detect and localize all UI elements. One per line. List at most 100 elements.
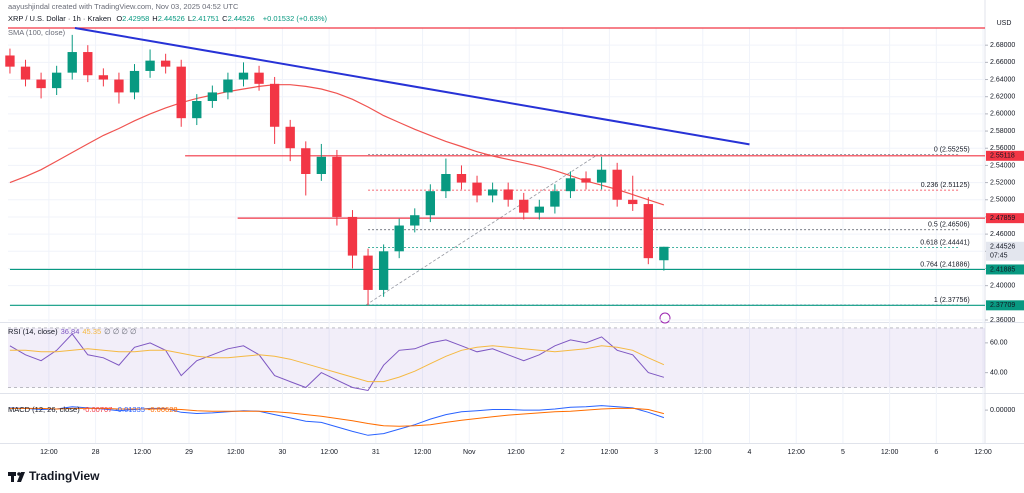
x-tick-label: 12:00 (694, 449, 712, 456)
candle-body (192, 101, 202, 119)
fib-label: 0 (2.55255) (934, 146, 970, 153)
x-tick-label: 31 (372, 449, 380, 456)
sma-line (9, 84, 665, 206)
price-label-bg (986, 300, 1024, 311)
y-tick-label: 2.46000 (990, 231, 1015, 238)
x-tick-label: 12:00 (227, 449, 245, 456)
logo-mark (11, 472, 14, 482)
x-tick-label: 12:00 (40, 449, 58, 456)
x-tick-label: 12:00 (320, 449, 338, 456)
y-tick-label: 2.66000 (990, 59, 1015, 66)
candle-body (612, 169, 622, 200)
candle-body (456, 174, 467, 183)
logo-mark (17, 472, 25, 482)
ohlc-value: 2.44526 (157, 14, 185, 23)
candle-body (628, 199, 638, 205)
fib-label: 0.764 (2.41886) (920, 261, 969, 268)
candle-body (5, 55, 15, 67)
price-label: 2.37709 (990, 302, 1015, 309)
x-tick-label: 3 (654, 449, 658, 456)
y-tick-label: 2.60000 (990, 111, 1015, 118)
series-line (9, 345, 665, 383)
event-icon (659, 312, 671, 324)
na-marks: ∅ ∅ ∅ ∅ (104, 327, 137, 336)
ohlc: O2.42958 H2.44526 L2.41751 C2.44526 (116, 14, 257, 23)
current-price-bg (986, 241, 1024, 261)
price-label-bg (986, 150, 1024, 161)
x-tick-label: 12:00 (601, 449, 619, 456)
candle-body (207, 92, 218, 101)
rsi-ma-value: 45.35 (82, 327, 102, 336)
ohlc-prefix: C (222, 14, 228, 23)
candle-body (565, 178, 576, 192)
symbol-row: XRP / U.S. Dollar · 1h · Kraken O2.42958… (8, 14, 330, 23)
candle-body (83, 52, 93, 76)
candle-body (114, 79, 124, 93)
x-tick-label: 30 (279, 449, 287, 456)
ohlc-prefix: L (187, 14, 193, 23)
price-label-bg (986, 213, 1024, 224)
y-tick-label: 2.50000 (990, 197, 1015, 204)
candle-body (643, 204, 653, 259)
candle-body (238, 72, 249, 80)
candle-body (378, 251, 389, 290)
macd-legend: MACD (12, 26, close) -0.00707 -0.01335 -0.0… (8, 405, 181, 414)
trendline (74, 27, 750, 146)
y-tick-label: 2.36000 (990, 317, 1015, 324)
candle-body (129, 70, 140, 93)
series-line (9, 333, 665, 392)
candle-body (581, 178, 591, 183)
macd-value: -0.01335 (115, 405, 145, 414)
symbol: XRP / U.S. Dollar · 1h · Kraken (8, 14, 112, 23)
x-tick-label: 29 (185, 449, 193, 456)
ohlc-value: 2.42958 (122, 14, 150, 23)
series-line (9, 407, 665, 427)
candle-body (223, 79, 233, 93)
candle-body (363, 255, 373, 290)
x-tick-label: 12:00 (134, 449, 152, 456)
x-tick-label: 28 (92, 449, 100, 456)
candle-body (176, 66, 186, 119)
series-line (9, 405, 665, 436)
x-tick-label: 12:00 (414, 449, 432, 456)
current-price: 2.44526 (990, 244, 1015, 251)
signal-value: -0.00628 (147, 405, 178, 414)
price-label-bg (986, 264, 1024, 275)
ohlc-value: 2.44526 (227, 14, 255, 23)
y-tick-label: 40.00 (990, 369, 1008, 376)
x-tick-label: 12:00 (787, 449, 805, 456)
candle-body (347, 216, 358, 256)
y-tick-label: 2.64000 (990, 76, 1015, 83)
ohlc-value: 2.41751 (192, 14, 220, 23)
candle-body (285, 126, 295, 149)
y-tick-label: 0.00000 (990, 407, 1015, 414)
y-tick-label: 60.00 (990, 340, 1008, 347)
fib-label: 1 (2.37756) (934, 297, 970, 304)
rsi-title: RSI (14, close) (8, 327, 58, 336)
price-label: 2.41885 (990, 266, 1015, 273)
currency: USD (997, 20, 1012, 27)
candle-body (301, 148, 311, 174)
price-label: 2.47859 (990, 215, 1015, 222)
rsi-band (8, 327, 985, 388)
candle-body (596, 169, 607, 183)
candle-body (394, 225, 404, 252)
candle-body (20, 66, 31, 80)
fib-label: 0.236 (2.51125) (921, 182, 970, 189)
candle-body (659, 246, 669, 261)
candle-body (332, 156, 342, 217)
y-tick-label: 2.62000 (990, 94, 1015, 101)
x-tick-label: 12:00 (507, 449, 525, 456)
macd-title: MACD (12, 26, close) (8, 405, 80, 414)
candle-body (254, 72, 264, 84)
sma-name: SMA (100, close) (8, 28, 66, 37)
candle-body (425, 191, 435, 216)
candle-body (410, 215, 420, 226)
candle-body (487, 189, 498, 196)
brand: TradingView (29, 469, 100, 483)
rsi-legend: RSI (14, close) 36.84 45.35 ∅ ∅ ∅ ∅ (8, 327, 140, 336)
ohlc-prefix: H (152, 14, 158, 23)
candle-body (534, 206, 544, 213)
